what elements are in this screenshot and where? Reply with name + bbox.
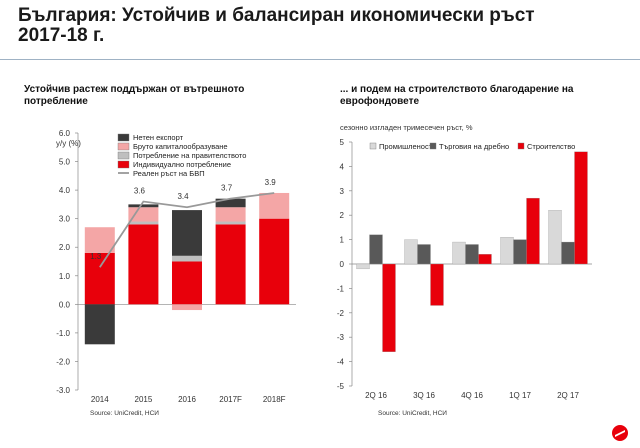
right-bar (548, 210, 562, 265)
right-bar (356, 263, 370, 270)
left-legend-swatch (117, 151, 130, 160)
left-data-label: 3.6 (134, 187, 146, 196)
right-x-tick-label: 1Q 17 (509, 391, 531, 400)
left-legend-swatch (117, 133, 130, 142)
right-y-tick-label: -4 (337, 358, 345, 367)
right-y-tick-label: 0 (340, 260, 345, 269)
left-bar-segment (84, 252, 115, 305)
left-data-label: 3.4 (177, 192, 189, 201)
left-data-label: 3.9 (265, 178, 277, 187)
right-bar (382, 263, 396, 352)
left-bar-segment (84, 227, 115, 253)
left-panel-title: Устойчив растеж поддържан от вътрешното … (24, 84, 245, 107)
right-bar (430, 263, 444, 306)
left-y-tick-label: -1.0 (56, 329, 70, 338)
right-legend-swatch (429, 142, 437, 150)
right-legend-label: Търговия на дребно (439, 142, 509, 151)
right-x-tick-label: 2Q 16 (365, 391, 387, 400)
left-x-tick-label: 2016 (178, 395, 196, 404)
left-bar-segment (128, 204, 159, 208)
left-x-tick-label: 2018F (263, 395, 286, 404)
left-legend-swatch (117, 160, 130, 169)
right-bar (526, 197, 540, 265)
left-legend-label: Реален ръст на БВП (133, 169, 205, 178)
right-y-tick-label: -1 (337, 284, 345, 293)
left-bar-segment (259, 218, 290, 305)
left-y-tick-label: 4.0 (59, 186, 71, 195)
right-y-tick-label: 2 (340, 211, 345, 220)
left-y-tick-label: 6.0 (59, 129, 71, 138)
right-bar (478, 254, 492, 265)
left-bar-segment (215, 224, 246, 305)
right-bar (404, 239, 418, 265)
right-bar (574, 151, 588, 265)
right-bar (513, 239, 527, 265)
left-unit-label: y/y (%) (56, 139, 81, 148)
right-bar (561, 241, 575, 265)
left-bar-segment (215, 198, 246, 208)
title-divider (0, 59, 640, 60)
left-legend-label: Нетен експорт (133, 133, 184, 142)
page-title: България: Устойчив и балансиран икономич… (18, 5, 535, 46)
left-bar-segment (215, 207, 246, 222)
left-data-label: 3.7 (221, 184, 233, 193)
left-bar-segment (128, 224, 159, 305)
right-legend-label: Строителство (527, 142, 575, 151)
right-y-tick-label: -5 (337, 382, 345, 391)
left-y-tick-label: 0.0 (59, 300, 71, 309)
right-y-tick-label: 5 (340, 138, 345, 147)
left-legend-label: Потребление на правителството (133, 151, 246, 160)
left-source: Source: UniCredit, НСИ (90, 410, 159, 417)
right-bar (369, 234, 383, 265)
left-x-tick-label: 2014 (91, 395, 109, 404)
left-x-tick-label: 2015 (135, 395, 153, 404)
left-bar-segment (172, 210, 202, 256)
right-legend-label: Промишленост (379, 142, 433, 151)
right-y-tick-label: 3 (340, 187, 345, 196)
right-bar (417, 244, 431, 265)
right-source: Source: UniCredit, НСИ (378, 410, 447, 417)
right-y-tick-label: 4 (340, 162, 345, 171)
left-legend-label: Бруто капиталообразуване (133, 142, 228, 151)
left-bar-segment (172, 261, 202, 305)
left-legend-swatch (117, 142, 130, 151)
right-bar (452, 241, 466, 265)
left-x-tick-label: 2017F (219, 395, 242, 404)
right-x-tick-label: 3Q 16 (413, 391, 435, 400)
left-bar-segment (259, 192, 290, 219)
right-y-tick-label: -3 (337, 333, 345, 342)
left-bar-segment (128, 221, 159, 225)
left-legend-label: Индивидуално потребление (133, 160, 231, 169)
right-y-tick-label: -2 (337, 309, 345, 318)
left-y-tick-label: 2.0 (59, 243, 71, 252)
right-legend-swatch (517, 142, 525, 150)
left-data-label: 1.3 (90, 252, 102, 261)
left-gdp-line (99, 192, 275, 268)
right-y-tick-label: 1 (340, 236, 345, 245)
left-bar-segment (84, 304, 115, 345)
right-legend-swatch (369, 142, 377, 150)
unicredit-logo-icon (612, 425, 628, 441)
left-y-tick-label: -3.0 (56, 386, 70, 395)
left-bar-segment (172, 255, 202, 262)
left-y-tick-label: 3.0 (59, 215, 71, 224)
left-bar-segment (172, 304, 202, 311)
right-x-tick-label: 4Q 16 (461, 391, 483, 400)
left-bar-segment (128, 207, 159, 222)
left-bar-segment (215, 221, 246, 225)
left-y-tick-label: 5.0 (59, 158, 71, 167)
right-bar (500, 237, 514, 265)
right-x-tick-label: 2Q 17 (557, 391, 579, 400)
right-panel-title: ... и подем на строителството благодарен… (340, 84, 574, 107)
left-y-tick-label: 1.0 (59, 272, 71, 281)
left-y-tick-label: -2.0 (56, 357, 70, 366)
right-bar (465, 244, 479, 265)
right-unit-label: сезонно изгладен тримесечен ръст, % (340, 123, 473, 132)
